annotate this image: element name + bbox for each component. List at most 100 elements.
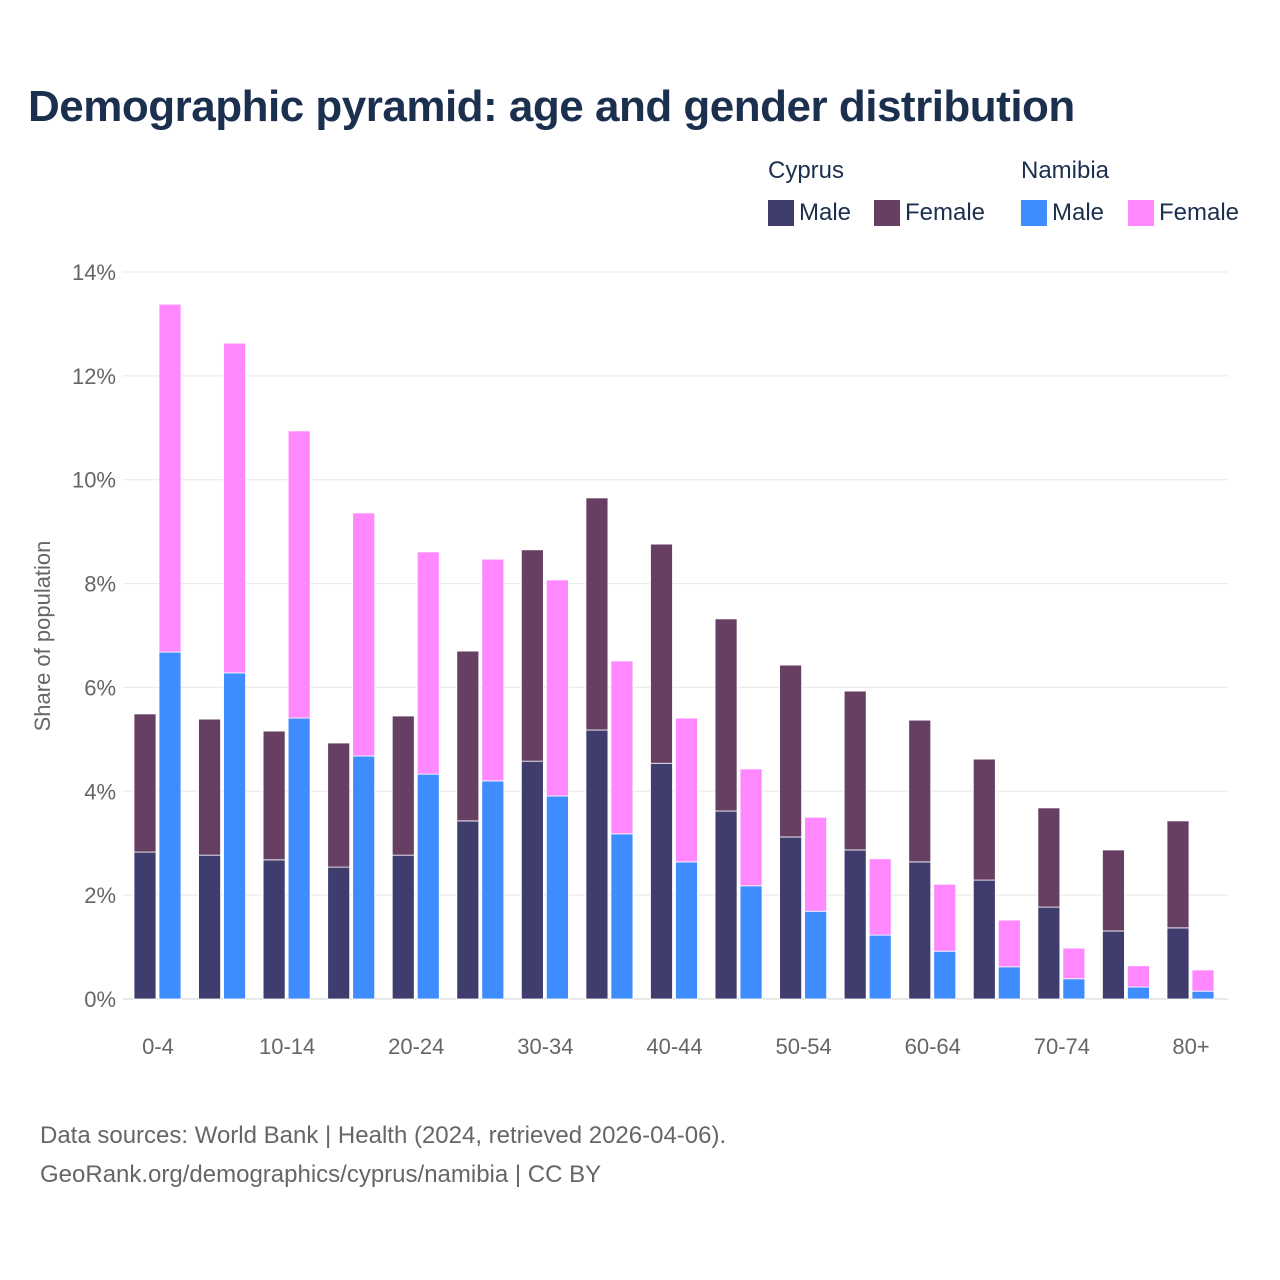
- bar-cyprus-male: [585, 729, 609, 1000]
- bar-namibia-male: [545, 795, 569, 1000]
- bar-cyprus-male: [650, 762, 673, 1000]
- bar-namibia-male: [997, 966, 1021, 1000]
- bar-cyprus-male: [198, 854, 221, 1000]
- bar-cyprus-female: [198, 718, 221, 856]
- source-line-1: Data sources: World Bank | Health (2024,…: [40, 1122, 727, 1149]
- source-line-2: GeoRank.org/demographics/cyprus/namibia …: [40, 1161, 602, 1188]
- bar-cyprus-male: [133, 851, 157, 1000]
- bar-cyprus-female: [714, 618, 738, 812]
- bar-namibia-male: [1191, 990, 1215, 1000]
- y-tick-label: 14%: [72, 260, 116, 285]
- source-note: Data sources: World Bank | Health (2024,…: [40, 1116, 726, 1194]
- bar-namibia-male: [481, 780, 505, 1000]
- bar-namibia-male: [223, 672, 246, 1000]
- legend-group-cyprus: Cyprus: [768, 157, 845, 184]
- x-tick-label: 70-74: [1034, 1034, 1090, 1059]
- x-tick-label: 80+: [1172, 1034, 1209, 1059]
- bar-cyprus-male: [456, 820, 480, 1000]
- bar-cyprus-male: [262, 859, 286, 1000]
- bar-cyprus-female: [456, 650, 480, 822]
- bar-namibia-female: [1062, 947, 1086, 980]
- legend-label: Male: [1052, 199, 1105, 226]
- legend-label: Male: [799, 199, 852, 226]
- y-tick-label: 6%: [84, 675, 116, 700]
- bar-namibia-female: [481, 558, 505, 782]
- bar-namibia-female: [1127, 965, 1150, 988]
- bar-cyprus-female: [908, 719, 932, 863]
- bar-namibia-female: [352, 512, 376, 757]
- bar-cyprus-male: [1102, 930, 1125, 1000]
- y-tick-label: 4%: [84, 779, 116, 804]
- bar-namibia-female: [416, 551, 440, 775]
- y-tick-label: 10%: [72, 468, 116, 493]
- legend-item-cyprus-male[interactable]: Male: [768, 199, 851, 227]
- bar-namibia-female: [1191, 969, 1215, 992]
- bar-cyprus-female: [585, 497, 609, 731]
- bar-namibia-female: [933, 883, 957, 952]
- legend-swatch: [1021, 200, 1047, 226]
- chart-title: Demographic pyramid: age and gender dist…: [28, 82, 1075, 131]
- bar-namibia-male: [933, 950, 957, 1000]
- bar-cyprus-male: [327, 866, 351, 1000]
- bar-cyprus-male: [779, 836, 803, 1000]
- bar-namibia-female: [804, 816, 828, 912]
- y-tick-label: 2%: [84, 883, 116, 908]
- legend-group-namibia: Namibia: [1021, 157, 1110, 184]
- bar-namibia-male: [416, 773, 440, 1000]
- x-tick-label: 0-4: [142, 1034, 174, 1059]
- x-tick-label: 50-54: [775, 1034, 831, 1059]
- bar-namibia-male: [352, 755, 376, 1000]
- legend-swatch: [768, 200, 794, 226]
- bar-cyprus-female: [391, 715, 415, 856]
- legend-item-namibia-male[interactable]: Male: [1021, 199, 1104, 227]
- bar-cyprus-male: [972, 879, 996, 1000]
- legend-swatch: [874, 200, 900, 226]
- bar-cyprus-male: [1037, 906, 1061, 1000]
- bar-namibia-male: [1062, 978, 1086, 1000]
- bar-namibia-male: [287, 717, 311, 1000]
- legend-label: Female: [905, 199, 986, 226]
- bar-namibia-female: [868, 858, 892, 936]
- bar-namibia-female: [610, 660, 634, 835]
- bar-namibia-female: [158, 303, 182, 653]
- bar-cyprus-male: [908, 861, 932, 1000]
- bar-cyprus-female: [133, 713, 157, 853]
- bar-cyprus-female: [520, 549, 544, 762]
- bar-cyprus-female: [1166, 820, 1190, 929]
- bar-cyprus-female: [1102, 849, 1125, 932]
- y-tick-label: 8%: [84, 572, 116, 597]
- bar-cyprus-female: [327, 742, 351, 868]
- chart-plot: 0% 2% 4% 6% 8% 10% 12% 14% Share of population 0-…: [30, 260, 1228, 1059]
- legend-swatch: [1128, 200, 1154, 226]
- bar-cyprus-male: [520, 760, 544, 1000]
- bar-namibia-male: [675, 861, 698, 1000]
- bar-namibia-male: [158, 651, 182, 1000]
- x-tick-label: 30-34: [517, 1034, 573, 1059]
- legend-item-namibia-female[interactable]: Female: [1128, 199, 1239, 227]
- bar-namibia-female: [287, 430, 311, 719]
- bar-cyprus-female: [1037, 807, 1061, 908]
- bar-cyprus-female: [262, 730, 286, 861]
- bar-cyprus-female: [972, 758, 996, 881]
- x-tick-label: 60-64: [905, 1034, 961, 1059]
- bar-cyprus-female: [843, 690, 867, 851]
- bar-cyprus-male: [1166, 927, 1190, 1000]
- bar-namibia-male: [868, 934, 892, 1000]
- y-tick-label: 12%: [72, 364, 116, 389]
- bar-namibia-female: [675, 717, 698, 863]
- bar-namibia-female: [223, 342, 246, 674]
- x-tick-label: 40-44: [646, 1034, 702, 1059]
- bar-cyprus-female: [779, 664, 803, 838]
- bar-namibia-male: [739, 885, 763, 1000]
- bar-namibia-female: [739, 768, 763, 887]
- legend-item-cyprus-female[interactable]: Female: [874, 199, 985, 227]
- legend-label: Female: [1159, 199, 1240, 226]
- x-tick-label: 20-24: [388, 1034, 444, 1059]
- bar-namibia-male: [804, 910, 828, 1000]
- bar-namibia-male: [610, 833, 634, 1000]
- bar-cyprus-male: [714, 810, 738, 1000]
- x-tick-label: 10-14: [259, 1034, 315, 1059]
- bar-namibia-female: [545, 579, 569, 797]
- y-tick-label: 0%: [84, 987, 116, 1012]
- bar-namibia-female: [997, 919, 1021, 968]
